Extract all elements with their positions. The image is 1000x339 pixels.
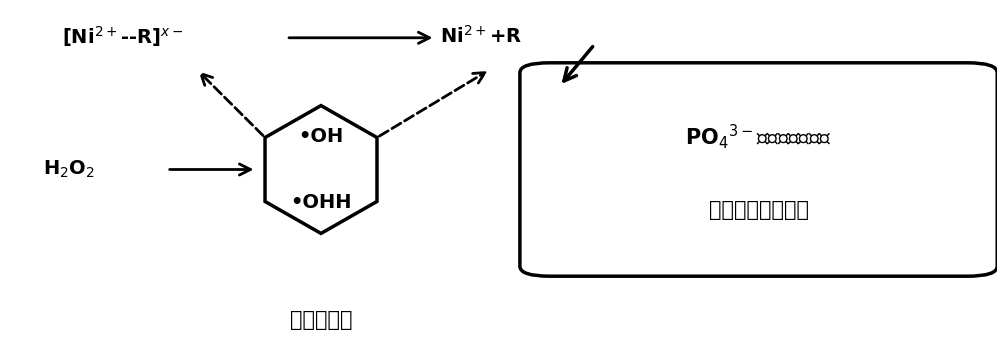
Text: H$_2$O$_2$: H$_2$O$_2$ [43,159,94,180]
FancyBboxPatch shape [520,63,997,276]
Text: •OHH: •OHH [290,193,352,212]
Text: [Ni$^{2+}$--R]$^{x-}$: [Ni$^{2+}$--R]$^{x-}$ [62,24,184,48]
Text: Ni$^{2+}$+R: Ni$^{2+}$+R [440,25,522,47]
Text: 羟基自由基: 羟基自由基 [290,310,352,330]
Text: PO$_4$$^{3-}$、二氧化碳、水: PO$_4$$^{3-}$、二氧化碳、水 [685,122,832,151]
Text: •OH: •OH [298,127,344,146]
Text: 及小分子有机物等: 及小分子有机物等 [709,200,809,220]
